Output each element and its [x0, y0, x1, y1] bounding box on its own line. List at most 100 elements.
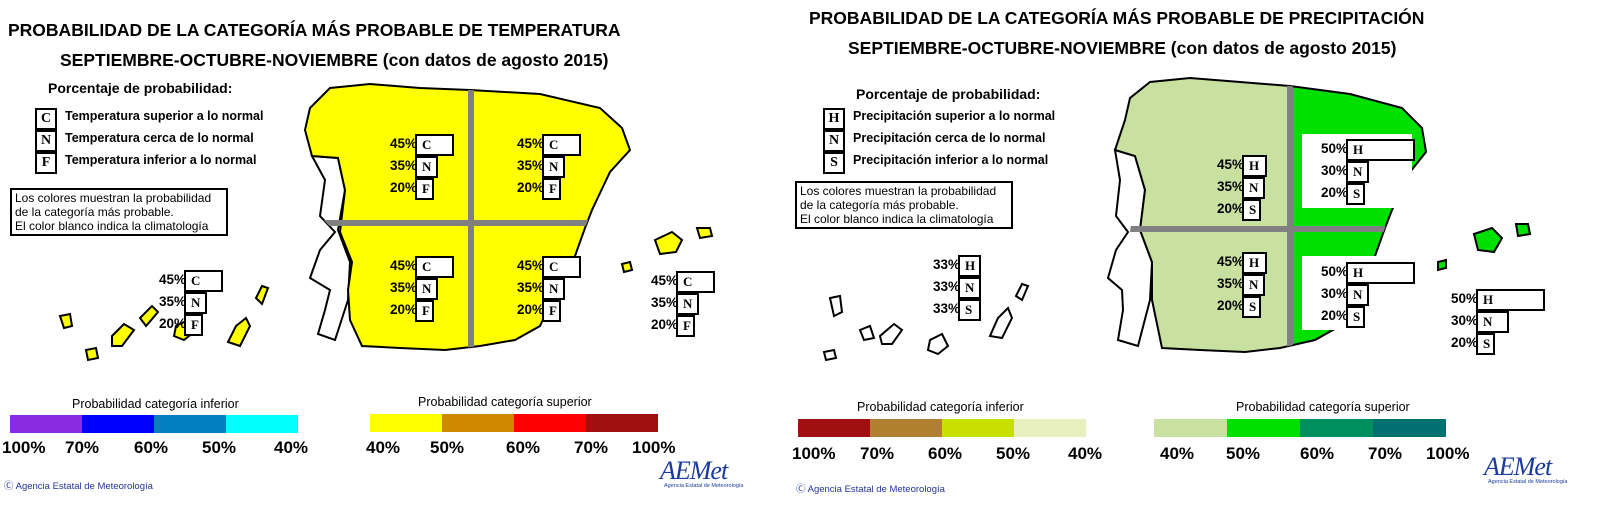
prob-category-box: H	[1476, 289, 1545, 311]
prob-percent: 30%	[1320, 286, 1348, 301]
aemet-logo: AEMet Agencia Estatal de Meteorología	[660, 456, 744, 489]
scale-color-segment	[1227, 419, 1300, 437]
scale-tick-label: 70%	[574, 438, 609, 457]
key-code-box: N	[35, 130, 57, 152]
prob-category-box: N	[676, 293, 699, 315]
temperature-title-line1: PROBABILIDAD DE LA CATEGORÍA MÁS PROBABL…	[8, 20, 621, 40]
scale-color-segment	[82, 415, 154, 433]
prob-percent: 20%	[389, 302, 417, 317]
scale-tick-label: 50%	[996, 444, 1031, 463]
canarias-island-shape	[988, 306, 1014, 340]
prob-percent: 45%	[650, 273, 678, 288]
prob-category-box: F	[676, 315, 695, 337]
scale-tick-label: 40%	[1160, 444, 1195, 463]
temperature-upper-scale-heading: Probabilidad categoría superior	[418, 395, 592, 409]
prob-category-box: H	[1242, 155, 1267, 177]
prob-percent: 50%	[1320, 141, 1348, 156]
note-line: Los colores muestran la probabilidad	[15, 191, 212, 205]
baleares-mallorca-shape	[1472, 226, 1504, 254]
prob-category-box: S	[958, 299, 981, 321]
scale-tick-label: 50%	[202, 438, 237, 457]
temperature-credit: Ⓒ Agencia Estatal de Meteorología	[4, 481, 153, 492]
scale-tick-label: 60%	[506, 438, 541, 457]
prob-percent: 35%	[516, 158, 544, 173]
note-line: Los colores muestran la probabilidad	[800, 184, 997, 198]
spain-mainland-shape	[303, 82, 632, 352]
scale-color-segment	[442, 414, 514, 432]
precipitation-map-panel: PROBABILIDAD DE LA CATEGORÍA MÁS PROBABL…	[790, 0, 1600, 516]
scale-tick-label: 40%	[366, 438, 401, 457]
scale-tick-label: 60%	[1300, 444, 1335, 463]
precipitation-title-line1: PROBABILIDAD DE LA CATEGORÍA MÁS PROBABL…	[809, 8, 1425, 28]
aemet-logo-text: AEMet	[660, 456, 728, 485]
scale-tick-label: 100%	[2, 438, 46, 457]
prob-percent: 35%	[389, 280, 417, 295]
prob-percent: 45%	[389, 136, 417, 151]
aemet-logo-subtitle: Agencia Estatal de Meteorología	[664, 483, 744, 489]
prob-percent: 45%	[516, 258, 544, 273]
key-label: Temperatura inferior a lo normal	[65, 153, 257, 167]
baleares-menorca-shape	[1514, 223, 1532, 238]
scale-tick-label: 100%	[792, 444, 836, 463]
prob-category-box: S	[1476, 333, 1495, 355]
prob-category-box: S	[1346, 306, 1365, 328]
prob-category-box: S	[1242, 296, 1261, 318]
prob-percent: 33%	[932, 301, 960, 316]
canarias-island-shape	[878, 322, 904, 345]
note-line: El color blanco indica la climatología	[800, 212, 994, 226]
key-code-box: F	[35, 152, 57, 174]
prob-percent: 30%	[1320, 163, 1348, 178]
prob-percent: 20%	[158, 316, 186, 331]
prob-category-box: N	[415, 156, 438, 178]
key-code-box: C	[35, 108, 57, 130]
prob-category-box: N	[542, 278, 565, 300]
canarias-island-shape	[1014, 282, 1030, 302]
prob-category-box: N	[1242, 177, 1265, 199]
scale-color-segment	[226, 415, 298, 433]
aemet-logo: AEMet Agencia Estatal de Meteorología	[1484, 452, 1568, 485]
temperature-map-panel: PROBABILIDAD DE LA CATEGORÍA MÁS PROBABL…	[0, 0, 790, 516]
prob-category-box: S	[1346, 183, 1365, 205]
note-line: El color blanco indica la climatología	[15, 219, 209, 233]
canarias-island-shape	[828, 294, 844, 318]
key-code-box: H	[823, 108, 845, 130]
precipitation-credit: Ⓒ Agencia Estatal de Meteorología	[796, 484, 945, 495]
scale-color-segment	[10, 415, 82, 433]
prob-percent: 20%	[1320, 185, 1348, 200]
scale-color-segment	[1014, 419, 1086, 437]
scale-color-segment	[370, 414, 442, 432]
canarias-island-shape	[226, 316, 252, 348]
prob-percent: 20%	[516, 302, 544, 317]
prob-category-box: C	[415, 134, 454, 156]
scale-tick-label: 70%	[65, 438, 100, 457]
canarias-island-shape	[858, 324, 876, 342]
prob-percent: 35%	[389, 158, 417, 173]
canarias-island-shape	[254, 284, 270, 306]
key-code-box: N	[823, 130, 845, 152]
scale-color-segment	[1373, 419, 1446, 437]
aemet-logo-subtitle: Agencia Estatal de Meteorología	[1488, 479, 1568, 485]
prob-category-box: C	[542, 256, 581, 278]
scale-tick-label: 70%	[860, 444, 895, 463]
prob-percent: 20%	[1216, 201, 1244, 216]
prob-percent: 45%	[389, 258, 417, 273]
prob-percent: 20%	[1450, 335, 1478, 350]
scale-tick-label: 40%	[1068, 444, 1103, 463]
temperature-lower-scale-bar	[10, 415, 298, 433]
prob-category-box: F	[184, 314, 203, 336]
prob-percent: 20%	[1320, 308, 1348, 323]
prob-category-box: F	[542, 300, 561, 322]
aemet-logo-text: AEMet	[1484, 452, 1552, 481]
prob-percent: 35%	[650, 295, 678, 310]
prob-category-box: F	[415, 300, 434, 322]
precipitation-spain-map	[822, 76, 1532, 362]
prob-percent: 50%	[1320, 264, 1348, 279]
precipitation-lower-scale-bar	[798, 419, 1086, 437]
canarias-island-shape	[111, 322, 136, 347]
prob-category-box: N	[1346, 284, 1369, 306]
temperature-legend-heading: Porcentaje de probabilidad:	[48, 80, 233, 96]
prob-category-box: C	[184, 270, 223, 292]
note-line: de la categoría más probable.	[15, 205, 174, 219]
canarias-island-shape	[58, 312, 74, 330]
scale-tick-label: 100%	[1426, 444, 1470, 463]
